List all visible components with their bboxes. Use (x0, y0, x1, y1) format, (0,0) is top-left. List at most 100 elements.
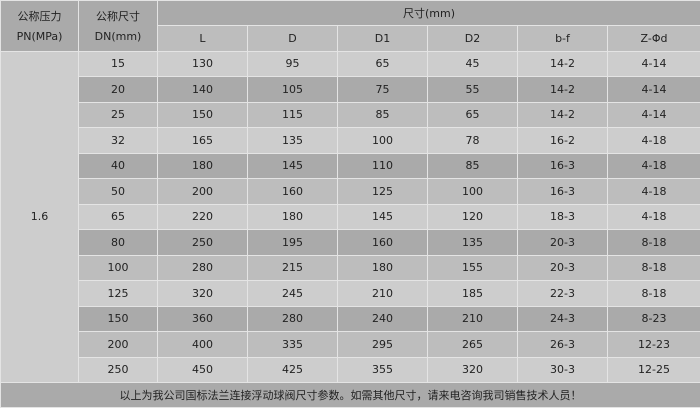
table-cell: 16-3 (518, 179, 608, 205)
table-cell: 16-3 (518, 153, 608, 179)
column-header: Z-Φd (608, 26, 700, 52)
table-cell: 20-3 (518, 230, 608, 256)
table-cell: 240 (338, 306, 428, 332)
table-cell: 110 (338, 153, 428, 179)
pressure-value: 1.6 (1, 51, 79, 383)
table-cell: 4-18 (608, 179, 700, 205)
table-cell: 280 (248, 306, 338, 332)
table-cell: 355 (338, 357, 428, 383)
table-cell: 115 (248, 102, 338, 128)
table-cell: 20 (79, 77, 158, 103)
pressure-header-unit: PN(MPa) (1, 30, 78, 43)
table-cell: 320 (428, 357, 518, 383)
table-cell: 16-2 (518, 128, 608, 154)
table-cell: 135 (428, 230, 518, 256)
table-cell: 425 (248, 357, 338, 383)
table-cell: 180 (248, 204, 338, 230)
table-cell: 100 (338, 128, 428, 154)
table-cell: 4-18 (608, 204, 700, 230)
table-cell: 245 (248, 281, 338, 307)
table-cell: 320 (158, 281, 248, 307)
table-cell: 400 (158, 332, 248, 358)
table-cell: 45 (428, 51, 518, 77)
table-cell: 185 (428, 281, 518, 307)
table-cell: 145 (338, 204, 428, 230)
table-cell: 135 (248, 128, 338, 154)
table-cell: 65 (338, 51, 428, 77)
table-cell: 155 (428, 255, 518, 281)
table-cell: 120 (428, 204, 518, 230)
table-cell: 85 (428, 153, 518, 179)
table-cell: 12-25 (608, 357, 700, 383)
table-cell: 180 (338, 255, 428, 281)
table-cell: 250 (79, 357, 158, 383)
table-cell: 18-3 (518, 204, 608, 230)
table-cell: 14-2 (518, 102, 608, 128)
dn-header-unit: DN(mm) (79, 30, 157, 43)
table-cell: 335 (248, 332, 338, 358)
table-cell: 65 (79, 204, 158, 230)
table-cell: 55 (428, 77, 518, 103)
table-cell: 210 (428, 306, 518, 332)
table-cell: 280 (158, 255, 248, 281)
table-cell: 150 (158, 102, 248, 128)
table-cell: 20-3 (518, 255, 608, 281)
column-header: D2 (428, 26, 518, 52)
table-cell: 100 (428, 179, 518, 205)
table-cell: 85 (338, 102, 428, 128)
table-cell: 14-2 (518, 51, 608, 77)
table-cell: 12-23 (608, 332, 700, 358)
table-cell: 8-18 (608, 230, 700, 256)
table-cell: 30-3 (518, 357, 608, 383)
table-cell: 125 (338, 179, 428, 205)
table-cell: 65 (428, 102, 518, 128)
table-cell: 22-3 (518, 281, 608, 307)
table-cell: 8-23 (608, 306, 700, 332)
size-group-header: 尺寸(mm) (158, 1, 700, 26)
table-cell: 265 (428, 332, 518, 358)
table-cell: 180 (158, 153, 248, 179)
table-cell: 4-14 (608, 51, 700, 77)
table-cell: 4-18 (608, 153, 700, 179)
table-cell: 95 (248, 51, 338, 77)
column-header: D (248, 26, 338, 52)
table-cell: 105 (248, 77, 338, 103)
table-cell: 150 (79, 306, 158, 332)
table-cell: 250 (158, 230, 248, 256)
table-cell: 80 (79, 230, 158, 256)
table-cell: 75 (338, 77, 428, 103)
table-cell: 200 (158, 179, 248, 205)
table-cell: 25 (79, 102, 158, 128)
table-cell: 165 (158, 128, 248, 154)
pressure-header-label: 公称压力 (1, 8, 78, 24)
table-cell: 145 (248, 153, 338, 179)
table-cell: 32 (79, 128, 158, 154)
table-cell: 24-3 (518, 306, 608, 332)
table-cell: 14-2 (518, 77, 608, 103)
table-cell: 125 (79, 281, 158, 307)
table-cell: 160 (248, 179, 338, 205)
table-cell: 220 (158, 204, 248, 230)
table-cell: 210 (338, 281, 428, 307)
table-cell: 4-18 (608, 128, 700, 154)
table-cell: 130 (158, 51, 248, 77)
pressure-header: 公称压力 PN(MPa) (1, 1, 79, 52)
table-cell: 8-18 (608, 281, 700, 307)
table-cell: 450 (158, 357, 248, 383)
footer-note: 以上为我公司国标法兰连接浮动球阀尺寸参数。如需其他尺寸，请来电咨询我司销售技术人… (1, 383, 700, 408)
table-cell: 8-18 (608, 255, 700, 281)
table-cell: 4-14 (608, 102, 700, 128)
table-cell: 140 (158, 77, 248, 103)
